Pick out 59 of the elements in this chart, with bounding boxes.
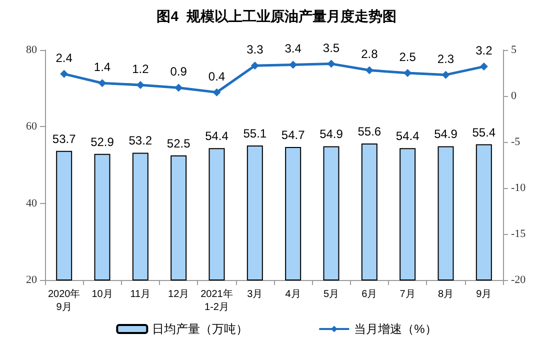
data-label: 3.5 — [322, 40, 340, 55]
x-tick-label: 12月 — [168, 289, 190, 300]
x-tick-label: 2021年 1-2月 — [200, 288, 233, 313]
point — [480, 62, 488, 71]
data-label: 2.3 — [437, 52, 454, 66]
data-label: 3.2 — [476, 44, 493, 58]
data-label: 54.9 — [320, 127, 344, 142]
data-label: 1.4 — [94, 60, 111, 74]
y2-tick-label: -10 — [511, 182, 526, 194]
x-tick-label: 3月 — [247, 289, 263, 300]
y2-tick-label: -15 — [511, 228, 526, 240]
point — [98, 79, 106, 88]
data-label: 2.5 — [399, 50, 416, 64]
x-tick-label: 6月 — [362, 289, 378, 300]
y2-tick-label: 0 — [511, 90, 517, 102]
point — [250, 62, 259, 70]
x-tick-label: 11月 — [130, 289, 151, 300]
legend-label: 日均产量（万吨） — [152, 322, 248, 336]
y-tick-label: 40 — [26, 197, 38, 210]
x-tick-label: 10月 — [92, 289, 113, 300]
data-label: 54.9 — [434, 127, 458, 142]
data-label: 2.8 — [361, 47, 378, 62]
x-tick-label: 7月 — [400, 289, 416, 300]
x-tick-label: 4月 — [285, 289, 301, 300]
data-label: 54.7 — [281, 128, 306, 142]
point — [289, 60, 298, 69]
data-label: 52.9 — [90, 134, 114, 149]
point — [365, 66, 374, 74]
point — [212, 88, 221, 96]
data-label: 0.9 — [170, 64, 188, 79]
y2-tick-label: -20 — [511, 274, 526, 286]
data-label: 54.4 — [205, 129, 229, 144]
x-tick-label: 9月 — [476, 289, 492, 300]
point — [327, 60, 336, 68]
y-tick-label: 80 — [26, 44, 38, 56]
data-label: 55.6 — [358, 124, 382, 139]
point — [442, 70, 450, 79]
data-label: 55.4 — [472, 125, 496, 140]
x-tick-label: 5月 — [323, 289, 340, 300]
chart-title: 图4 规模以上工业原油产量月度走势图 — [156, 8, 396, 24]
data-label: 3.4 — [284, 42, 302, 56]
x-tick-label: 2020年 9月 — [48, 288, 80, 313]
x-tick-label: 8月 — [438, 289, 454, 300]
data-label: 1.2 — [132, 62, 150, 76]
y2-tick-label: 5 — [511, 44, 517, 56]
data-label: 55.1 — [243, 126, 267, 140]
data-label: 53.7 — [52, 132, 76, 146]
data-label: 2.4 — [56, 50, 73, 65]
y-tick-label: 20 — [26, 274, 38, 286]
point — [60, 70, 68, 78]
data-label: 53.2 — [128, 134, 152, 148]
y-tick-label: 60 — [26, 120, 38, 133]
y2-tick-label: -5 — [511, 136, 521, 148]
data-label: 0.4 — [208, 69, 226, 84]
data-label: 3.3 — [246, 42, 264, 57]
data-label: 54.4 — [396, 129, 420, 144]
point — [174, 84, 183, 92]
legend-label: 当月增速（%） — [354, 322, 437, 336]
data-label: 52.5 — [166, 136, 191, 150]
